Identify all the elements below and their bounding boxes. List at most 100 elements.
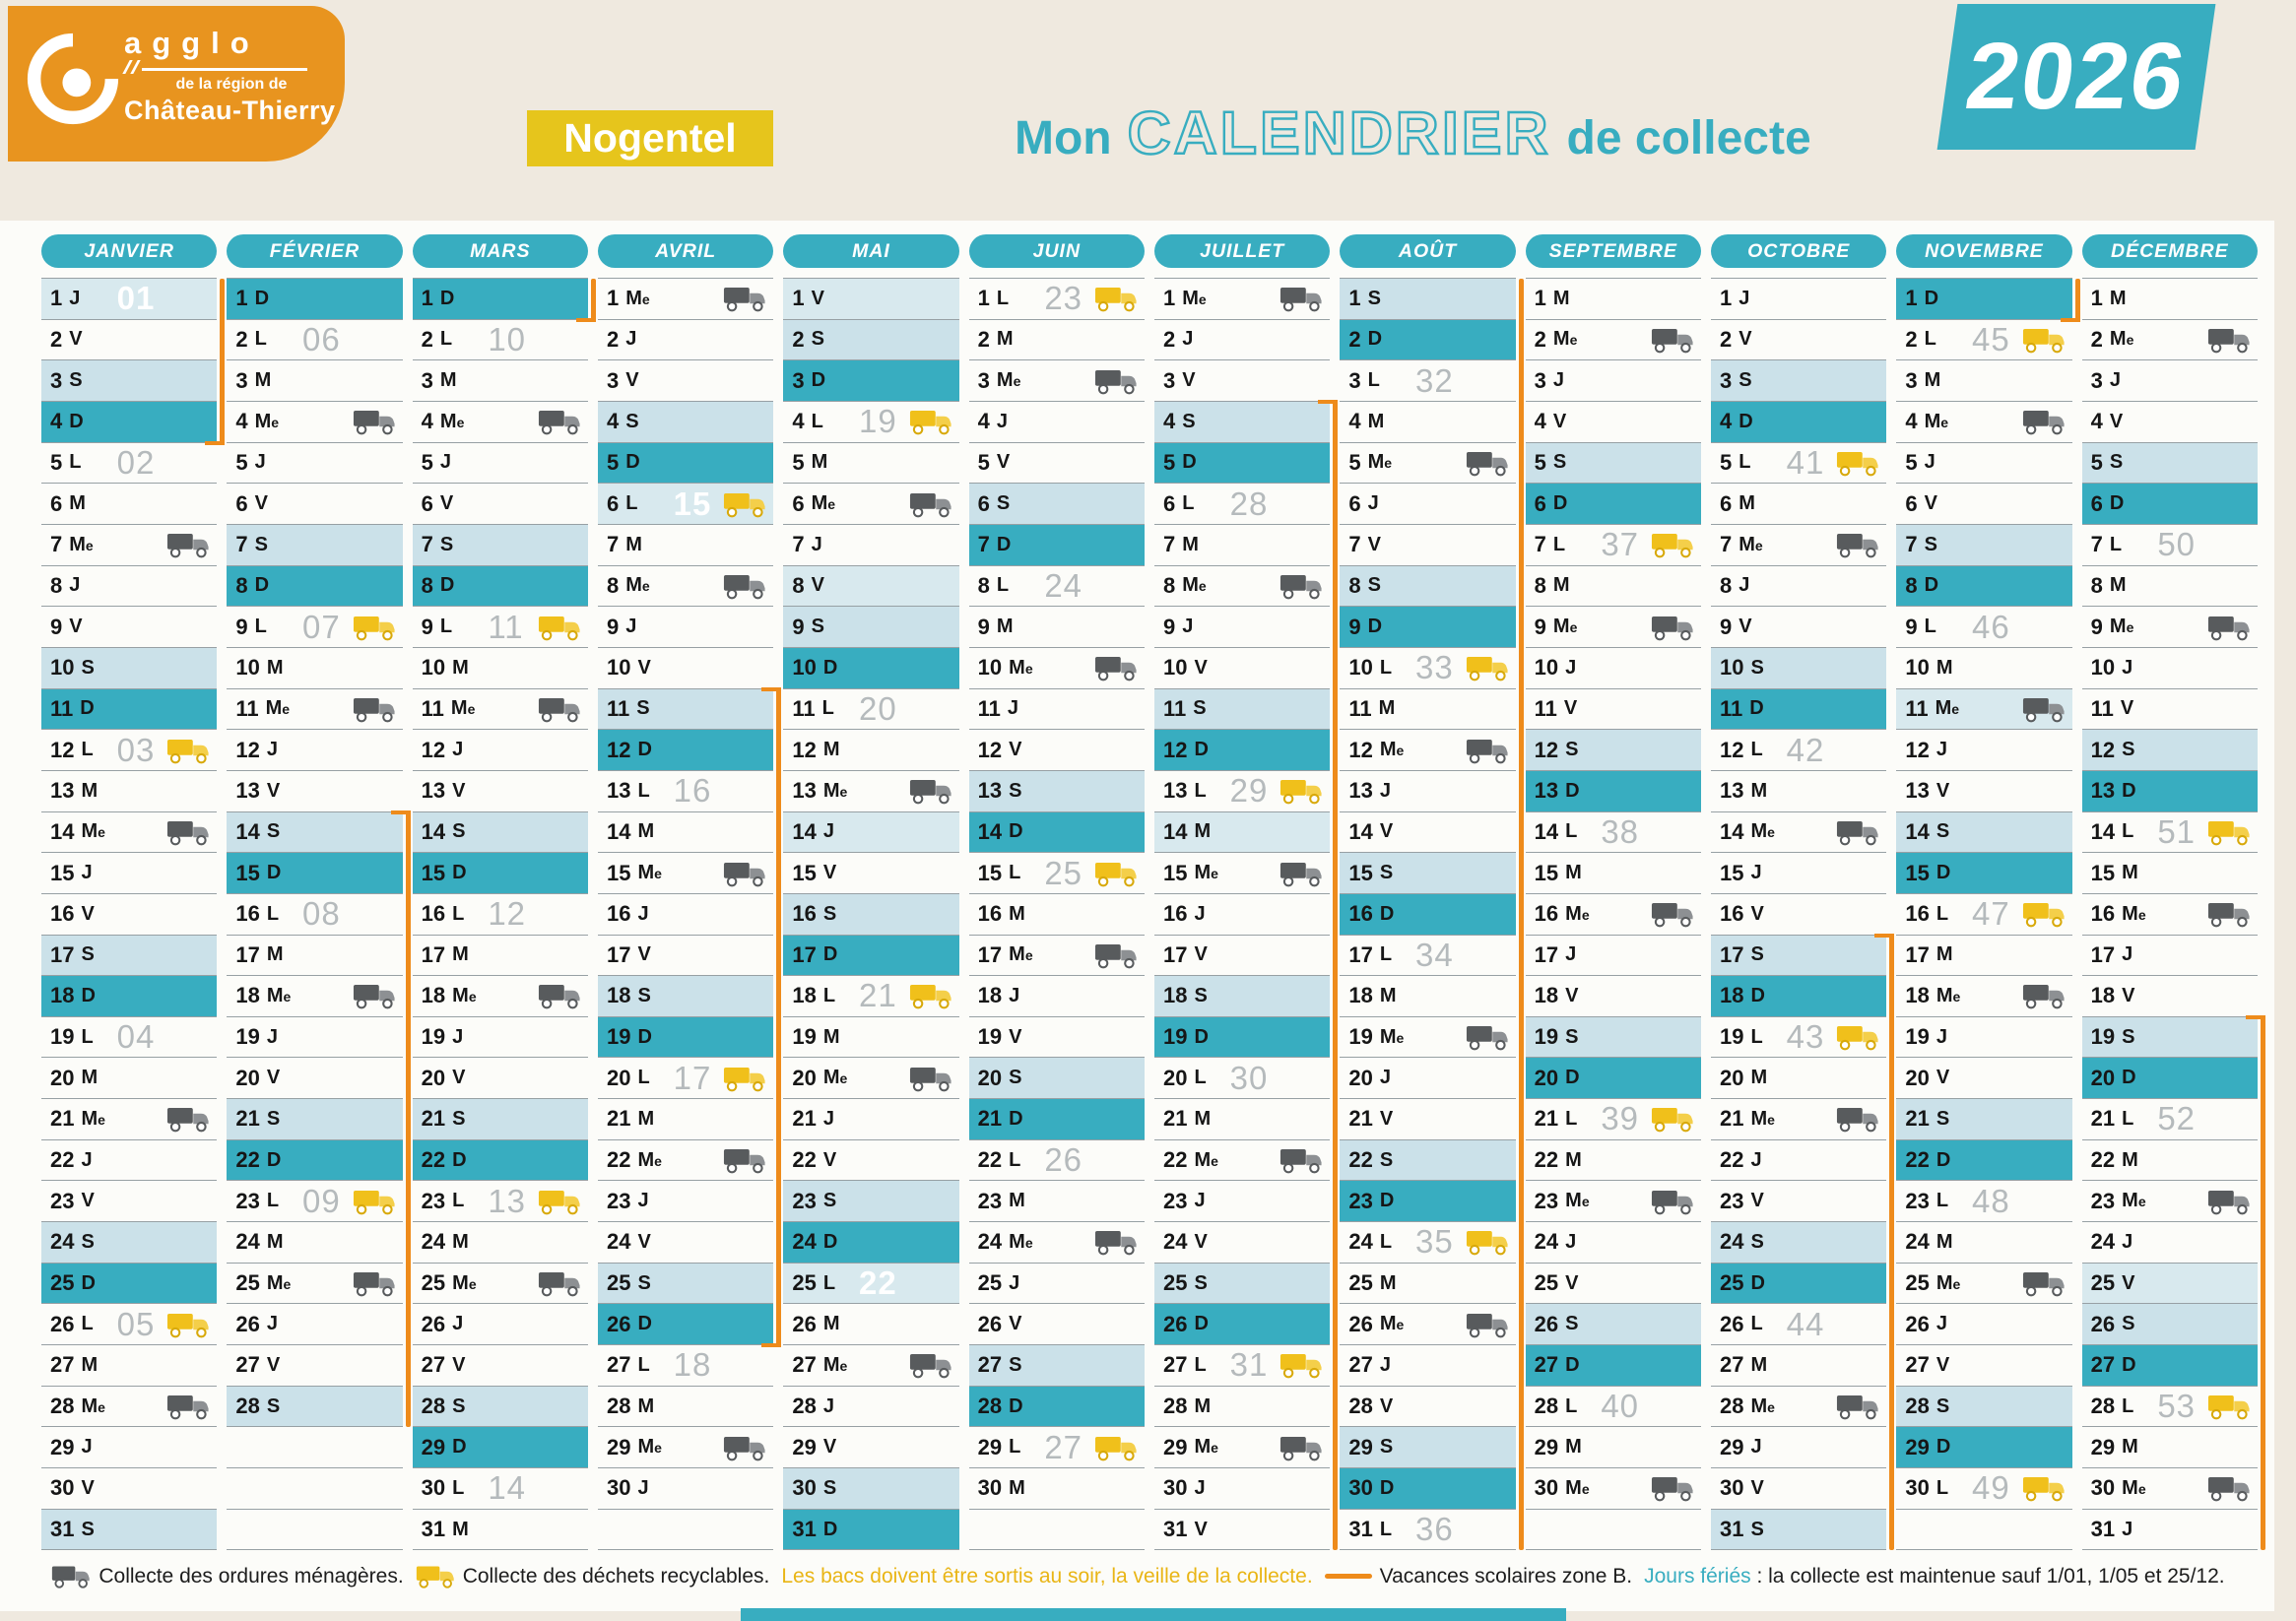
day-letter: V xyxy=(69,328,83,351)
day-juillet-28: 28 M xyxy=(1153,1387,1331,1428)
recycling-truck-icon xyxy=(167,739,209,763)
day-mars-31: 31 M xyxy=(412,1510,588,1551)
day-number: 29 xyxy=(50,1434,75,1459)
day-août-13: 13 J xyxy=(1340,771,1516,812)
day-mai-4: 4 L 19 xyxy=(783,402,959,443)
logo-brand: agglo xyxy=(124,26,260,60)
school-vacation-line xyxy=(220,279,226,443)
day-number: 14 xyxy=(1534,818,1559,844)
day-number: 26 xyxy=(606,1311,631,1336)
logo-divider xyxy=(142,68,307,71)
day-number: 7 xyxy=(1162,532,1176,557)
day-number: 25 xyxy=(1719,1270,1744,1296)
day-number: 6 xyxy=(1162,490,1176,516)
day-letter: M xyxy=(1552,574,1570,597)
day-avril-17: 17 V xyxy=(597,936,774,977)
day-number: 1 xyxy=(606,286,620,311)
month-header: JANVIER xyxy=(41,234,218,268)
day-number: 3 xyxy=(421,367,433,393)
day-letter: V xyxy=(1009,1313,1022,1335)
day-novembre-24: 24 M xyxy=(1896,1222,2072,1264)
day-mai-11: 11 L 20 xyxy=(783,689,959,731)
day-letter: S xyxy=(1009,779,1022,802)
day-letter: Me xyxy=(81,1107,105,1130)
day-letter: V xyxy=(1935,1353,1950,1376)
day-number: 20 xyxy=(1905,1065,1930,1090)
day-letter: J xyxy=(625,328,637,351)
day-juin-3: 3 Me xyxy=(968,360,1145,402)
day-number: 31 xyxy=(1719,1517,1744,1542)
day-avril-18: 18 S xyxy=(597,976,774,1017)
agglo-logo: agglo de la région de Château-Thierry xyxy=(8,6,345,162)
day-letter: Me xyxy=(1565,1476,1590,1499)
day-number: 1 xyxy=(1348,286,1361,311)
day-letter: M xyxy=(1738,492,1755,515)
day-number: 28 xyxy=(977,1394,1003,1419)
week-number: 13 xyxy=(488,1182,527,1219)
day-number: 10 xyxy=(2090,655,2116,681)
day-letter: D xyxy=(1194,739,1209,761)
day-août-11: 11 M xyxy=(1340,689,1516,731)
day-number: 12 xyxy=(792,737,817,762)
day-mai-19: 19 M xyxy=(783,1017,959,1059)
day-letter: J xyxy=(1750,862,1762,884)
day-novembre-12: 12 J xyxy=(1896,730,2072,771)
day-juin-8: 8 L 24 xyxy=(968,566,1145,608)
day-décembre-26: 26 S xyxy=(2081,1304,2258,1346)
day-number: 21 xyxy=(421,1106,446,1132)
day-letter: V xyxy=(637,943,651,966)
week-number: 07 xyxy=(302,608,341,645)
week-number: 46 xyxy=(1972,608,2010,645)
day-letter: J xyxy=(1924,451,1935,474)
garbage-truck-icon xyxy=(1094,369,1137,395)
garbage-truck-icon xyxy=(724,862,765,886)
day-number: 30 xyxy=(421,1475,446,1501)
day-janvier-24: 24 S xyxy=(41,1222,218,1264)
day-number: 22 xyxy=(1534,1147,1559,1173)
day-letter: Me xyxy=(1194,1148,1218,1171)
day-letter: J xyxy=(822,1394,834,1417)
day-letter: V xyxy=(822,1148,837,1171)
day-letter: Me xyxy=(452,984,477,1006)
day-letter: D xyxy=(1367,616,1383,638)
day-letter: Me xyxy=(1565,1190,1590,1212)
day-number: 21 xyxy=(1534,1106,1559,1132)
day-letter: Me xyxy=(637,1148,662,1171)
day-letter: L xyxy=(2122,1394,2134,1417)
day-number: 2 xyxy=(1719,326,1733,352)
day-letter: V xyxy=(266,779,281,802)
day-letter: S xyxy=(452,1107,466,1130)
day-octobre-30: 30 V xyxy=(1710,1468,1887,1510)
day-letter: J xyxy=(452,1025,464,1048)
day-letter: M xyxy=(637,820,655,843)
day-number: 4 xyxy=(606,409,620,434)
day-number: 18 xyxy=(1162,983,1188,1008)
day-avril-12: 12 D xyxy=(597,730,774,771)
day-number: 17 xyxy=(1719,941,1744,967)
day-number: 11 xyxy=(977,695,1001,721)
week-number: 03 xyxy=(116,731,156,768)
day-number: 5 xyxy=(1162,449,1176,475)
day-letter: J xyxy=(452,1313,464,1335)
day-letter: D xyxy=(2122,1067,2136,1089)
garbage-truck-icon xyxy=(1094,943,1137,969)
week-number: 39 xyxy=(1601,1100,1640,1137)
day-letter: M xyxy=(1935,943,1953,966)
garbage-truck-icon xyxy=(2207,1477,2250,1502)
day-letter: J xyxy=(1007,697,1019,720)
day-octobre-10: 10 S xyxy=(1710,647,1887,689)
day-décembre-21: 21 L 52 xyxy=(2081,1099,2258,1140)
day-février-11: 11 Me xyxy=(227,689,403,731)
day-octobre-20: 20 M xyxy=(1710,1058,1887,1100)
day-number: 14 xyxy=(1719,818,1744,844)
day-février-20: 20 V xyxy=(227,1058,403,1100)
day-avril-28: 28 M xyxy=(597,1387,774,1428)
day-letter: D xyxy=(1379,1190,1395,1212)
day-number: 7 xyxy=(1534,532,1546,557)
day-letter: M xyxy=(69,492,86,515)
